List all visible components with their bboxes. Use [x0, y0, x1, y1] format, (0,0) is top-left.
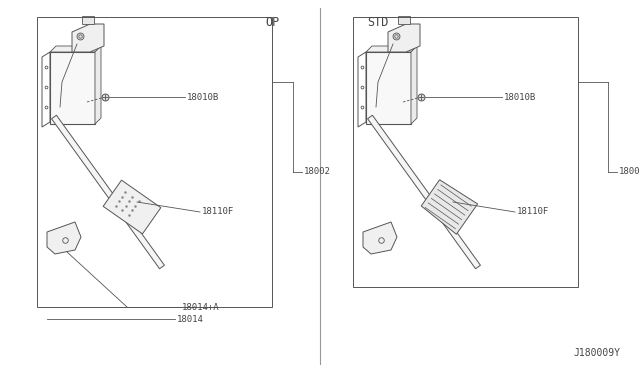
- Text: 18010B: 18010B: [504, 93, 536, 102]
- Polygon shape: [366, 46, 417, 52]
- Polygon shape: [103, 180, 161, 234]
- Polygon shape: [388, 24, 420, 52]
- Text: 18010B: 18010B: [187, 93, 220, 102]
- Polygon shape: [72, 24, 104, 52]
- Text: 18014: 18014: [177, 314, 204, 324]
- Text: 18110F: 18110F: [202, 208, 234, 217]
- Polygon shape: [50, 46, 101, 52]
- Text: J180009Y: J180009Y: [573, 348, 620, 358]
- Polygon shape: [47, 222, 81, 254]
- Polygon shape: [363, 222, 397, 254]
- Polygon shape: [82, 16, 94, 24]
- Polygon shape: [95, 46, 101, 124]
- Polygon shape: [366, 52, 411, 124]
- Polygon shape: [411, 46, 417, 124]
- Polygon shape: [52, 115, 164, 269]
- Text: OP: OP: [265, 16, 279, 29]
- Bar: [37, 17, 272, 307]
- Polygon shape: [398, 16, 410, 24]
- Text: 18002: 18002: [304, 167, 331, 176]
- Polygon shape: [50, 52, 95, 124]
- Text: STD: STD: [367, 16, 388, 29]
- Bar: [353, 17, 578, 287]
- Text: 18002: 18002: [619, 167, 640, 176]
- Text: 18014+A: 18014+A: [182, 302, 220, 311]
- Polygon shape: [421, 180, 477, 234]
- Polygon shape: [367, 115, 481, 269]
- Text: 18110F: 18110F: [517, 208, 549, 217]
